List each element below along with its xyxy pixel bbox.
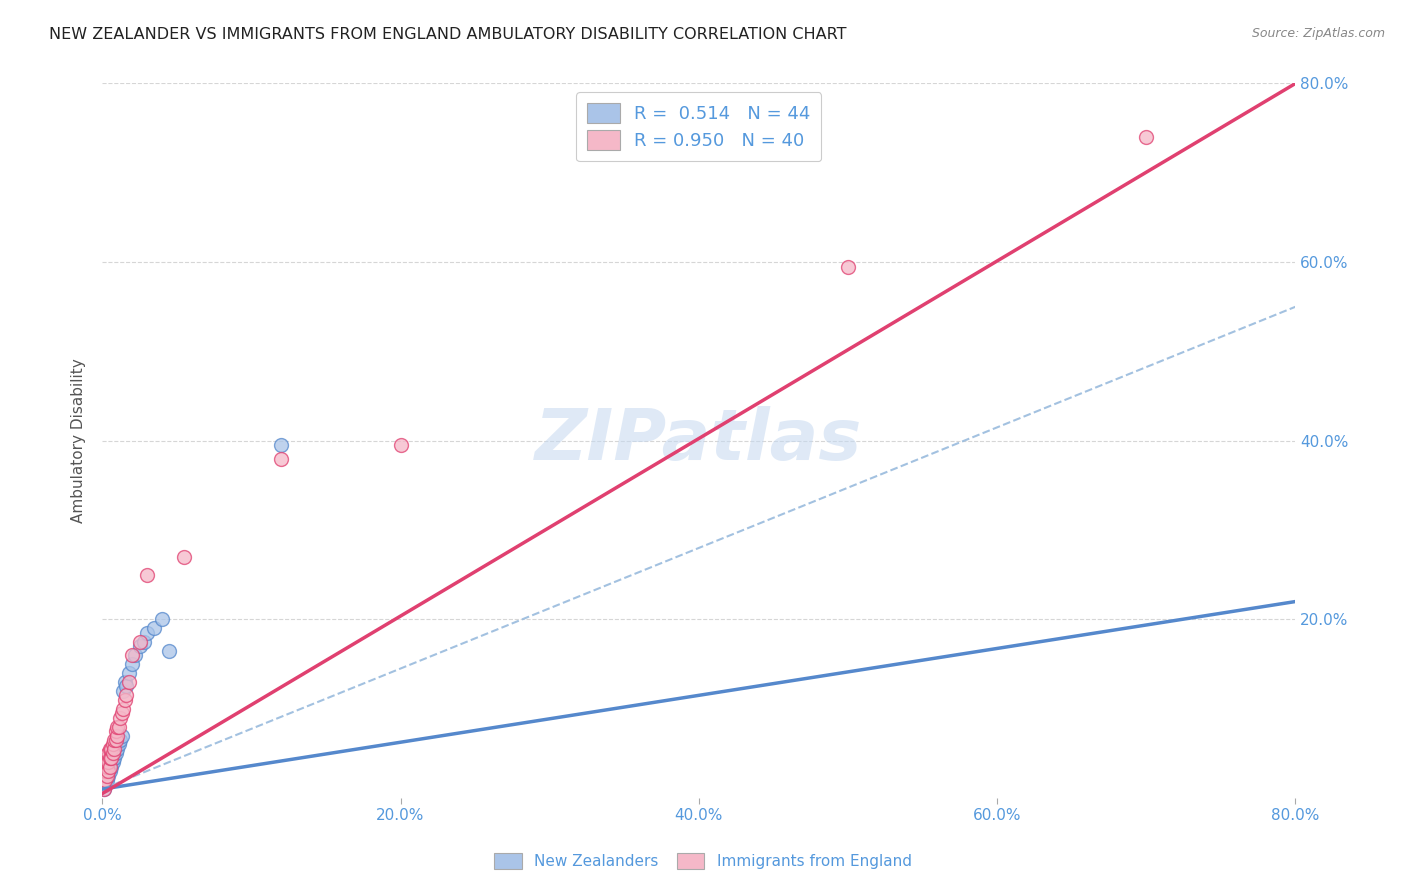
- Point: [121, 657, 143, 671]
- Point: [114, 693, 136, 707]
- Text: NEW ZEALANDER VS IMMIGRANTS FROM ENGLAND AMBULATORY DISABILITY CORRELATION CHART: NEW ZEALANDER VS IMMIGRANTS FROM ENGLAND…: [49, 27, 846, 42]
- Point: [97, 760, 120, 774]
- Point: [173, 549, 195, 564]
- Point: [96, 764, 118, 779]
- Point: [93, 773, 115, 788]
- Text: Source: ZipAtlas.com: Source: ZipAtlas.com: [1251, 27, 1385, 40]
- Point: [93, 782, 115, 797]
- Point: [94, 769, 117, 783]
- Point: [93, 773, 115, 788]
- Point: [94, 764, 117, 779]
- Point: [118, 675, 141, 690]
- Point: [98, 756, 121, 770]
- Point: [118, 665, 141, 680]
- Point: [93, 778, 115, 792]
- Point: [103, 751, 125, 765]
- Point: [150, 612, 173, 626]
- Point: [96, 773, 118, 788]
- Point: [93, 782, 115, 797]
- Point: [107, 738, 129, 752]
- Point: [100, 760, 122, 774]
- Point: [97, 769, 120, 783]
- Point: [103, 747, 125, 761]
- Point: [157, 643, 180, 657]
- Point: [108, 711, 131, 725]
- Text: ZIPatlas: ZIPatlas: [536, 406, 862, 475]
- Point: [100, 751, 122, 765]
- Point: [105, 738, 128, 752]
- Point: [104, 733, 127, 747]
- Point: [124, 648, 146, 662]
- Point: [97, 764, 120, 779]
- Point: [110, 729, 132, 743]
- Point: [837, 260, 859, 274]
- Point: [94, 756, 117, 770]
- Point: [98, 742, 121, 756]
- Point: [112, 684, 135, 698]
- Point: [389, 438, 412, 452]
- Point: [94, 764, 117, 779]
- Point: [97, 747, 120, 761]
- Point: [128, 634, 150, 648]
- Point: [97, 764, 120, 779]
- Point: [94, 773, 117, 788]
- Point: [96, 751, 118, 765]
- Point: [98, 764, 121, 779]
- Point: [97, 756, 120, 770]
- Point: [110, 706, 132, 721]
- Point: [101, 747, 124, 761]
- Point: [93, 769, 115, 783]
- Point: [100, 742, 122, 756]
- Point: [94, 773, 117, 788]
- Point: [128, 639, 150, 653]
- Point: [270, 438, 292, 452]
- Point: [132, 634, 155, 648]
- Point: [98, 751, 121, 765]
- Point: [100, 751, 122, 765]
- Point: [98, 760, 121, 774]
- Point: [103, 742, 125, 756]
- Point: [112, 702, 135, 716]
- Point: [100, 756, 122, 770]
- Point: [105, 742, 128, 756]
- Y-axis label: Ambulatory Disability: Ambulatory Disability: [72, 359, 86, 523]
- Legend: New Zealanders, Immigrants from England: New Zealanders, Immigrants from England: [488, 847, 918, 875]
- Point: [121, 648, 143, 662]
- Point: [136, 625, 159, 640]
- Point: [104, 747, 127, 761]
- Point: [98, 760, 121, 774]
- Point: [143, 621, 166, 635]
- Point: [104, 724, 127, 739]
- Point: [96, 769, 118, 783]
- Point: [108, 733, 131, 747]
- Point: [101, 738, 124, 752]
- Point: [136, 567, 159, 582]
- Point: [103, 733, 125, 747]
- Point: [96, 760, 118, 774]
- Point: [96, 769, 118, 783]
- Point: [107, 720, 129, 734]
- Point: [114, 675, 136, 690]
- Point: [105, 729, 128, 743]
- Point: [96, 760, 118, 774]
- Point: [1135, 130, 1157, 145]
- Point: [270, 451, 292, 466]
- Point: [115, 689, 138, 703]
- Point: [115, 680, 138, 694]
- Point: [101, 756, 124, 770]
- Point: [93, 764, 115, 779]
- Point: [105, 720, 128, 734]
- Point: [101, 751, 124, 765]
- Legend: R =  0.514   N = 44, R = 0.950   N = 40: R = 0.514 N = 44, R = 0.950 N = 40: [576, 93, 821, 161]
- Point: [94, 778, 117, 792]
